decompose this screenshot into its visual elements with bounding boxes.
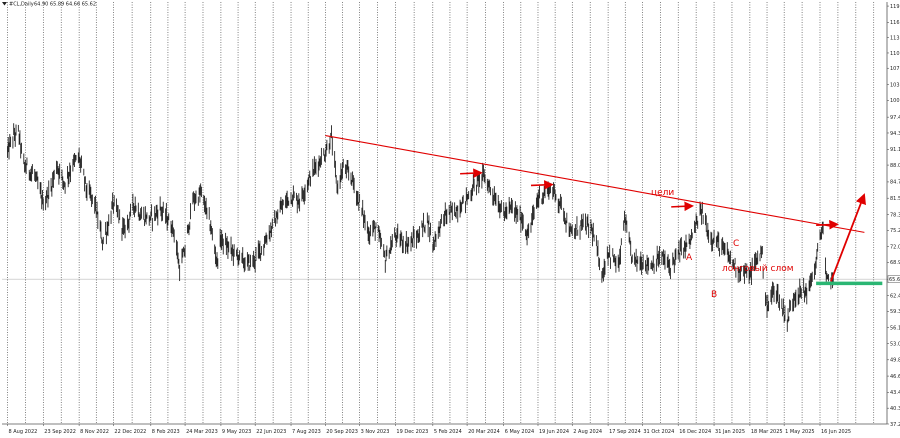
x-tick-label: 2 Aug 2024 <box>573 429 602 435</box>
y-tick-label: 72.0 <box>890 244 900 250</box>
target-arrow-marker <box>460 168 483 178</box>
y-tick-label: 119.2 <box>890 4 900 10</box>
y-tick-label: 81.5 <box>890 196 900 202</box>
x-tick-label: 31 Jan 2025 <box>715 429 745 435</box>
y-tick-label: 84.7 <box>890 180 900 186</box>
x-tick-label: 22 Jun 2023 <box>256 429 286 435</box>
x-tick-label: 8 Nov 2022 <box>80 429 109 435</box>
y-tick-label: 46.6 <box>890 374 900 380</box>
current-price-label: 65.62 <box>889 277 900 283</box>
support-label: лонговый слом <box>722 264 794 274</box>
y-tick-label: 94.3 <box>890 131 900 137</box>
x-tick-label: 6 May 2024 <box>505 429 534 435</box>
y-tick-label: 88.0 <box>890 163 900 169</box>
x-tick-label: 17 Sep 2024 <box>609 429 641 435</box>
y-tick-label: 110.0 <box>890 51 900 57</box>
y-tick-label: 75.2 <box>890 228 900 234</box>
x-tick-label: 19 Dec 2023 <box>396 429 428 435</box>
y-tick-label: 62.4 <box>890 293 900 299</box>
point-a-label: A <box>686 253 693 263</box>
x-tick-label: 20 Sep 2023 <box>326 429 358 435</box>
trendline-label: цели <box>651 188 674 198</box>
x-tick-label: 19 Jun 2024 <box>539 429 569 435</box>
y-tick-label: 91.1 <box>890 147 900 153</box>
price-bars <box>7 123 834 332</box>
chart-header: #CL,Daily 64.90 65.89 64.66 65.62 <box>2 2 96 8</box>
x-tick-label: 20 Mar 2024 <box>468 429 500 435</box>
x-tick-label: 16 Dec 2024 <box>679 429 711 435</box>
triangle-down-icon[interactable] <box>2 2 7 6</box>
y-tick-label: 97.4 <box>890 115 900 121</box>
point-b-label: B <box>711 290 717 300</box>
x-tick-label: 23 Sep 2022 <box>44 429 76 435</box>
y-tick-label: 53.0 <box>890 341 900 347</box>
x-tick-label: 1 May 2025 <box>785 429 814 435</box>
y-tick-label: 78.3 <box>890 212 900 218</box>
x-tick-label: 3 Nov 2023 <box>361 429 390 435</box>
x-tick-label: 24 Mar 2023 <box>186 429 218 435</box>
y-tick-label: 113.0 <box>890 35 900 41</box>
projection-arrow <box>830 193 866 282</box>
target-arrow-marker <box>816 219 839 230</box>
y-tick-label: 107.0 <box>890 66 900 72</box>
x-tick-label: 18 Mar 2025 <box>751 429 783 435</box>
current-price-tag <box>887 275 900 283</box>
symbol-label: #CL,Daily <box>9 2 34 8</box>
y-tick-label: 37.2 <box>890 422 900 428</box>
target-arrow-marker <box>671 201 695 212</box>
y-tick-label: 59.3 <box>890 309 900 315</box>
x-tick-label: 8 Feb 2023 <box>152 429 180 435</box>
grid-lines <box>7 2 875 424</box>
x-tick-label: 16 Jun 2025 <box>821 429 851 435</box>
y-tick-label: 100.7 <box>890 98 900 104</box>
y-tick-label: 68.9 <box>890 260 900 266</box>
x-tick-label: 5 Feb 2024 <box>434 429 462 435</box>
y-tick-label: 40.3 <box>890 406 900 412</box>
x-tick-label: 22 Dec 2022 <box>114 429 146 435</box>
x-tick-label: 7 Aug 2023 <box>292 429 321 435</box>
x-tick-label: 8 Aug 2022 <box>8 429 37 435</box>
x-tick-label: 9 May 2023 <box>222 429 251 435</box>
y-tick-label: 49.8 <box>890 358 900 364</box>
target-arrow-marker <box>530 180 554 190</box>
y-tick-label: 103.8 <box>890 82 900 88</box>
y-tick-label: 116.0 <box>890 20 900 26</box>
y-tick-label: 43.4 <box>890 390 900 396</box>
point-c-label: C <box>733 239 739 249</box>
resistance-trendline <box>325 134 865 233</box>
x-tick-label: 31 Oct 2024 <box>643 429 674 435</box>
annotations: цели лонговый слом A B C <box>325 134 883 300</box>
ohlc-label: 64.90 65.89 64.66 65.62 <box>34 2 96 8</box>
y-tick-label: 56.1 <box>890 325 900 331</box>
